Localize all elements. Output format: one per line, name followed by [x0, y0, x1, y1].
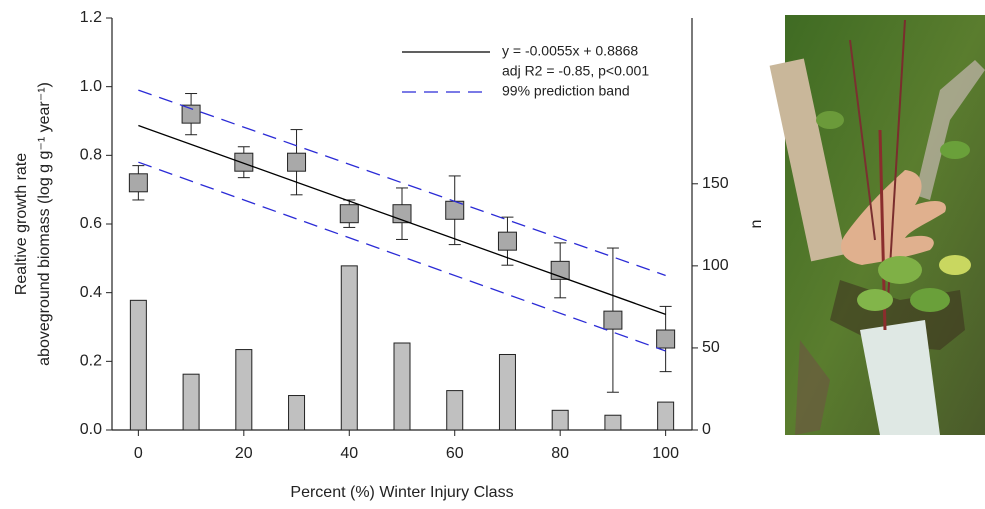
point — [287, 152, 307, 172]
bar — [604, 414, 622, 431]
bar — [182, 373, 200, 431]
bar — [657, 401, 675, 431]
x-tick-label: 100 — [652, 445, 679, 462]
fit-line — [138, 89, 666, 277]
x-tick-label: 40 — [340, 445, 358, 462]
x-tick-label: 0 — [134, 445, 143, 462]
y2-tick-label: 50 — [702, 339, 720, 356]
y-tick-label: 0.6 — [80, 215, 102, 232]
point — [234, 152, 254, 172]
y2-tick-label: 100 — [702, 257, 729, 274]
point — [128, 173, 148, 193]
x-axis-label: Percent (%) Winter Injury Class — [290, 484, 513, 501]
y-tick-label: 0.2 — [80, 353, 102, 370]
y-tick-label: 0.0 — [80, 421, 102, 438]
bar — [129, 299, 147, 431]
point — [339, 204, 359, 224]
y-tick-label: 1.0 — [80, 78, 102, 95]
y2-tick-label: 150 — [702, 175, 729, 192]
annotation: adj R2 = -0.85, p<0.001 — [502, 63, 649, 79]
bar — [288, 395, 306, 431]
chart: Percent (%) Winter Injury Class Realtive… — [13, 9, 765, 501]
y2-axis-label: n — [748, 220, 765, 229]
x-tick-label: 20 — [235, 445, 253, 462]
x-tick-label: 60 — [446, 445, 464, 462]
bar — [498, 353, 516, 431]
y-tick-label: 0.8 — [80, 147, 102, 164]
photo — [769, 15, 985, 435]
bar — [235, 349, 253, 431]
y2-tick-label: 0 — [702, 421, 711, 438]
bar — [340, 265, 358, 431]
legend-label: 99% prediction band — [502, 83, 630, 99]
x-tick-label: 80 — [551, 445, 569, 462]
y-tick-label: 1.2 — [80, 9, 102, 26]
y-axis-label: aboveground biomass (log g g⁻¹ year⁻¹) — [36, 82, 53, 366]
legend-label: y = -0.0055x + 0.8868 — [502, 43, 638, 59]
point — [181, 104, 201, 124]
point — [603, 310, 623, 330]
point — [497, 231, 517, 251]
y-axis-label: Realtive growth rate — [13, 153, 30, 295]
fit-line — [138, 161, 666, 352]
point — [656, 329, 676, 349]
bar — [446, 390, 464, 431]
bar — [551, 409, 569, 431]
bar — [393, 342, 411, 431]
fit-line — [138, 124, 666, 315]
y-tick-label: 0.4 — [80, 284, 102, 301]
